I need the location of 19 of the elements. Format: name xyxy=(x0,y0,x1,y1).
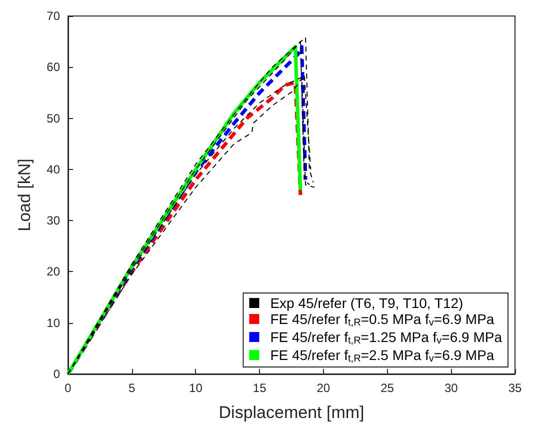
y-tick-label: 50 xyxy=(46,111,60,126)
y-tick-label: 30 xyxy=(46,214,60,228)
y-axis-title: Load [kN] xyxy=(15,158,34,232)
y-tick-label: 70 xyxy=(46,9,60,23)
x-tick-label: 30 xyxy=(444,381,458,395)
y-tick-label: 20 xyxy=(46,264,60,279)
x-axis-title: Displacement [mm] xyxy=(218,403,364,422)
x-tick-label: 35 xyxy=(508,381,522,395)
x-tick-label: 25 xyxy=(380,381,394,395)
y-tick-label: 0 xyxy=(53,367,60,381)
x-tick-label: 15 xyxy=(252,381,267,395)
legend-label: Exp 45/refer (T6, T9, T10, T12) xyxy=(270,295,464,311)
x-tick-label: 20 xyxy=(316,381,330,395)
x-tick-label: 5 xyxy=(128,381,136,395)
x-tick-label: 10 xyxy=(189,381,203,395)
y-tick-label: 40 xyxy=(46,162,60,176)
x-tick-label: 0 xyxy=(64,381,72,395)
y-tick-label: 10 xyxy=(46,316,60,330)
y-tick-label: 60 xyxy=(46,60,60,74)
